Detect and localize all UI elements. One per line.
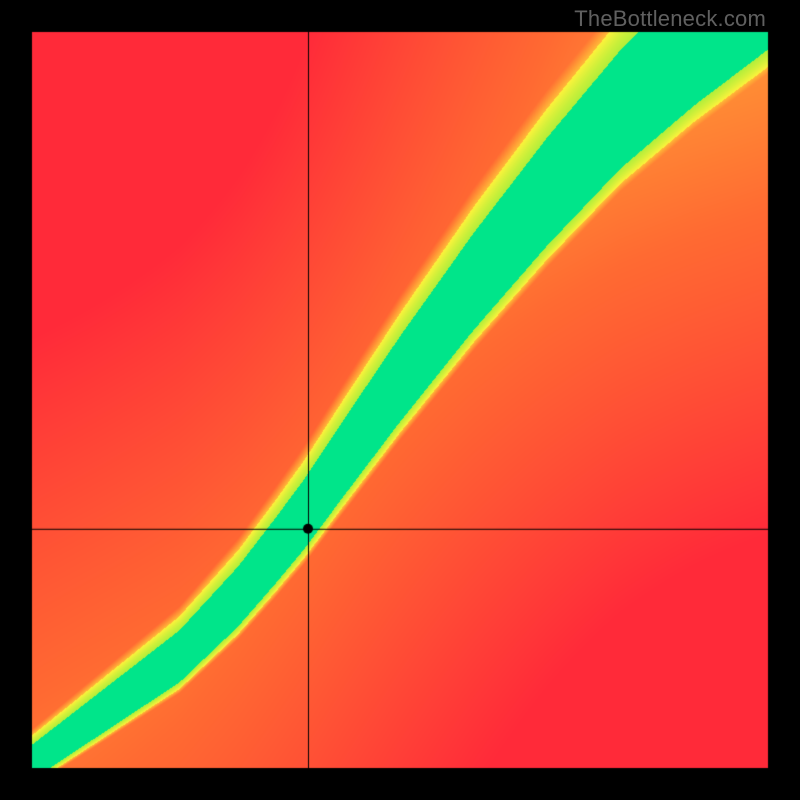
watermark-text: TheBottleneck.com <box>574 6 766 32</box>
chart-container: TheBottleneck.com <box>0 0 800 800</box>
bottleneck-heatmap <box>0 0 800 800</box>
